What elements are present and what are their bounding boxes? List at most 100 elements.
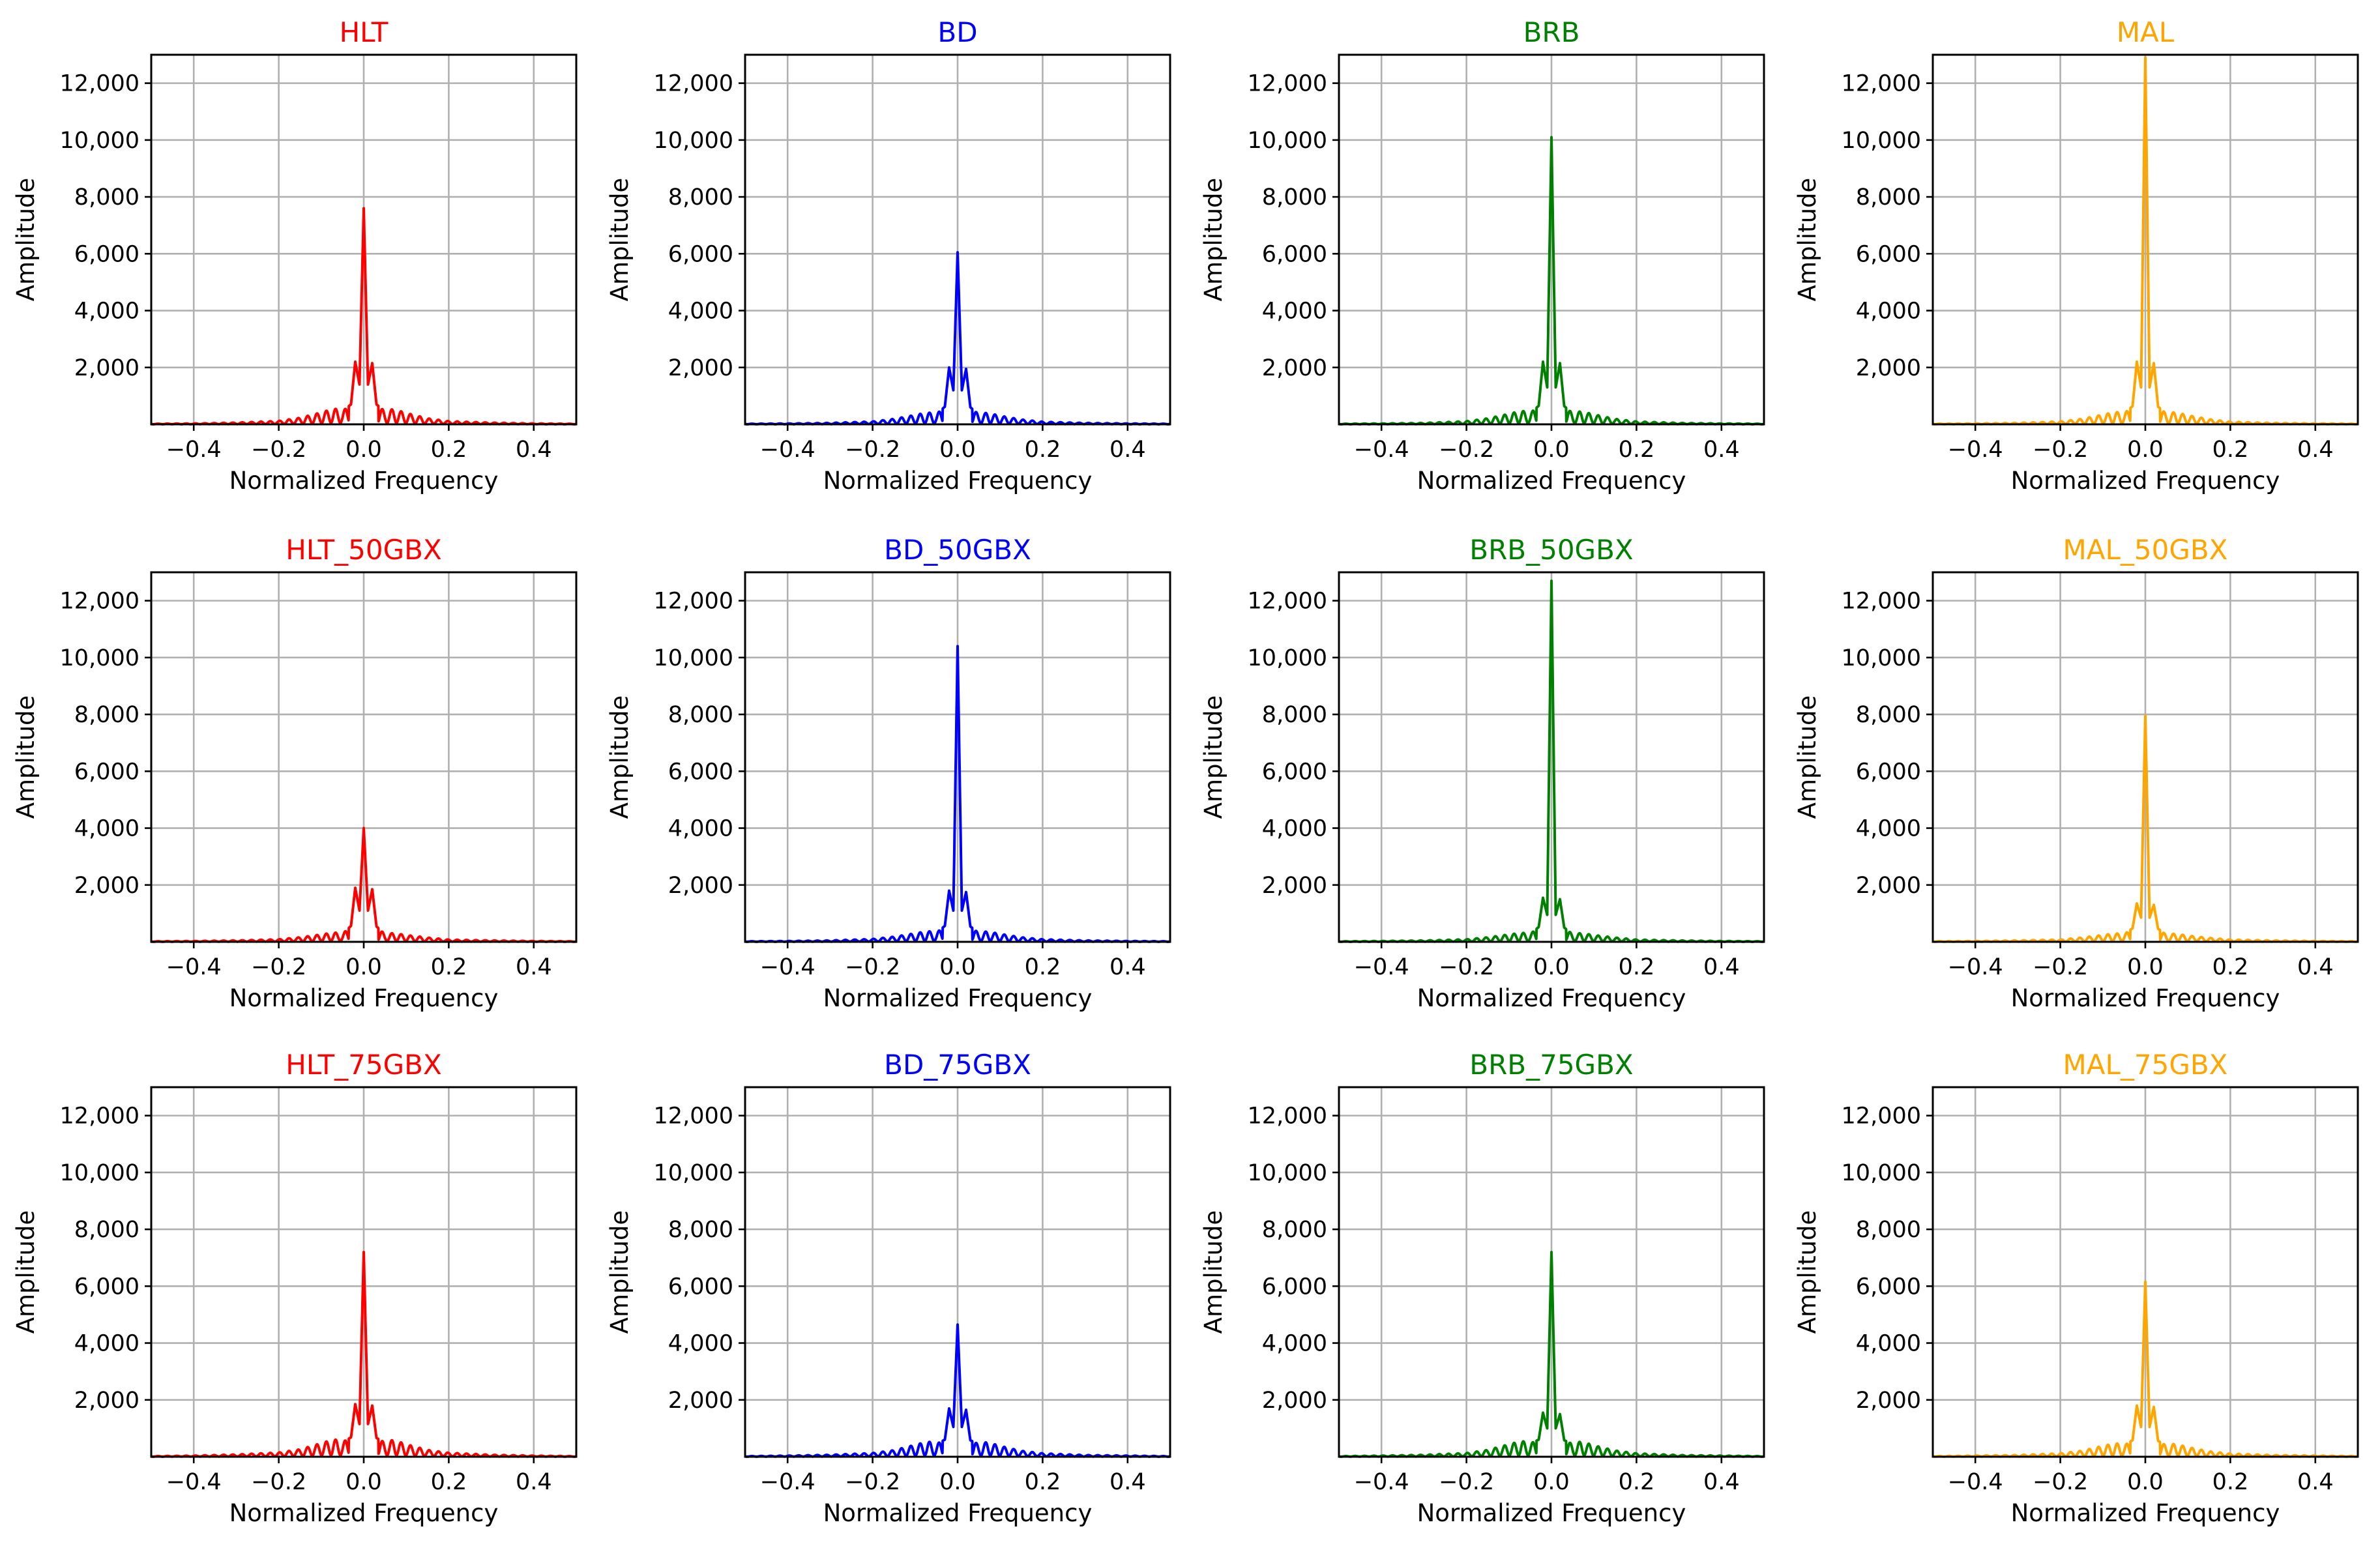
x-tick-label: −0.2 — [251, 954, 306, 980]
y-axis-label: Amplitude — [1199, 1210, 1227, 1334]
x-tick-label: −0.2 — [1439, 437, 1494, 463]
y-tick-label: 10,000 — [1842, 1160, 1921, 1186]
series-line — [744, 251, 1171, 426]
panel-title: MAL_50GBX — [2063, 534, 2228, 566]
x-axis-label: Normalized Frequency — [229, 984, 499, 1012]
x-tick-label: 0.4 — [516, 1469, 552, 1495]
x-axis-label: Normalized Frequency — [229, 1499, 499, 1527]
x-axis-label: Normalized Frequency — [2011, 1499, 2280, 1527]
y-tick-label: 12,000 — [654, 71, 733, 97]
y-tick-label: 10,000 — [654, 645, 733, 671]
y-tick-label: 6,000 — [1856, 759, 1921, 785]
panel-title: MAL — [2117, 16, 2175, 48]
x-tick-label: −0.2 — [251, 437, 306, 463]
x-tick-label: 0.4 — [516, 954, 552, 980]
y-tick-label: 12,000 — [654, 589, 733, 615]
y-tick-label: 10,000 — [1842, 645, 1921, 671]
y-tick-label: 4,000 — [1262, 816, 1327, 842]
y-tick-label: 2,000 — [1262, 355, 1327, 381]
y-tick-label: 2,000 — [668, 873, 733, 899]
y-tick-label: 12,000 — [1248, 589, 1327, 615]
y-tick-label: 6,000 — [668, 759, 733, 785]
y-tick-label: 8,000 — [668, 702, 733, 728]
y-tick-label: 10,000 — [1248, 1160, 1327, 1186]
x-tick-label: 0.4 — [1703, 954, 1740, 980]
x-tick-label: −0.4 — [1354, 437, 1409, 463]
x-axis-label: Normalized Frequency — [823, 467, 1093, 495]
subplot-bd-75gbx: −0.4 −0.2 0.0 0.2 0.4 2,000 4,000 6,000 8,000 10,… — [606, 1049, 1171, 1527]
x-tick-label: 0.0 — [345, 437, 382, 463]
y-tick-label: 12,000 — [1248, 1103, 1327, 1130]
y-tick-label: 8,000 — [668, 1217, 733, 1243]
x-tick-label: −0.4 — [1948, 437, 2003, 463]
panel-title: BRB — [1523, 16, 1580, 48]
y-tick-label: 10,000 — [1842, 128, 1921, 154]
x-tick-label: 0.0 — [1533, 954, 1570, 980]
y-tick-label: 2,000 — [1856, 1388, 1921, 1414]
y-tick-label: 2,000 — [74, 873, 140, 899]
x-axis-label: Normalized Frequency — [2011, 984, 2280, 1012]
y-tick-label: 4,000 — [1856, 1331, 1921, 1357]
series-line — [150, 826, 578, 943]
y-tick-label: 10,000 — [654, 128, 733, 154]
series-line — [150, 207, 578, 426]
y-tick-label: 10,000 — [654, 1160, 733, 1186]
x-tick-label: 0.4 — [1109, 437, 1146, 463]
y-tick-label: 4,000 — [668, 299, 733, 325]
y-tick-label: 2,000 — [1262, 1388, 1327, 1414]
y-tick-label: 2,000 — [74, 355, 140, 381]
series-line — [1338, 579, 1765, 943]
y-tick-label: 8,000 — [668, 184, 733, 211]
y-axis-label: Amplitude — [12, 1210, 40, 1334]
y-tick-label: 6,000 — [74, 241, 140, 267]
series-line — [1338, 136, 1765, 426]
panel-title: BRB_75GBX — [1469, 1049, 1633, 1081]
y-axis-label: Amplitude — [606, 1210, 634, 1334]
subplot-mal-50gbx: −0.4 −0.2 0.0 0.2 0.4 2,000 4,000 6,000 8,000 10,… — [1793, 534, 2359, 1012]
y-tick-label: 4,000 — [74, 1331, 140, 1357]
y-tick-label: 8,000 — [74, 702, 140, 728]
subplot-hlt: −0.4 −0.2 0.0 0.2 0.4 2,000 4,000 6,000 8,000 10,… — [12, 16, 578, 495]
y-tick-label: 12,000 — [60, 71, 140, 97]
x-tick-label: −0.4 — [166, 954, 222, 980]
y-axis-label: Amplitude — [1199, 178, 1227, 302]
x-tick-label: −0.4 — [760, 1469, 815, 1495]
panel-title: HLT_50GBX — [286, 534, 441, 566]
y-tick-label: 8,000 — [1262, 184, 1327, 211]
y-tick-label: 8,000 — [74, 1217, 140, 1243]
x-tick-label: 0.0 — [1533, 1469, 1570, 1495]
y-tick-label: 10,000 — [1248, 645, 1327, 671]
y-tick-label: 8,000 — [1856, 184, 1921, 211]
subplot-mal-75gbx: −0.4 −0.2 0.0 0.2 0.4 2,000 4,000 6,000 8,000 10,… — [1793, 1049, 2359, 1527]
x-tick-label: 0.2 — [431, 437, 467, 463]
subplot-mal: −0.4 −0.2 0.0 0.2 0.4 2,000 4,000 6,000 8,000 10,… — [1793, 16, 2359, 495]
subplot-hlt-75gbx: −0.4 −0.2 0.0 0.2 0.4 2,000 4,000 6,000 8,000 10,… — [12, 1049, 578, 1527]
x-tick-label: 0.4 — [2297, 437, 2334, 463]
y-axis-label: Amplitude — [1793, 695, 1821, 819]
series-line — [1932, 1280, 2359, 1458]
x-tick-label: 0.4 — [2297, 1469, 2334, 1495]
subplot-hlt-50gbx: −0.4 −0.2 0.0 0.2 0.4 2,000 4,000 6,000 8,000 10,… — [12, 534, 578, 1012]
y-tick-label: 6,000 — [74, 759, 140, 785]
series-line — [1932, 714, 2359, 943]
y-tick-label: 10,000 — [60, 645, 140, 671]
x-tick-label: 0.2 — [2212, 954, 2249, 980]
series-line — [744, 645, 1171, 943]
y-tick-label: 4,000 — [1262, 1331, 1327, 1357]
panel-title: BRB_50GBX — [1469, 534, 1633, 566]
x-tick-label: −0.2 — [1439, 1469, 1494, 1495]
x-tick-label: 0.0 — [939, 437, 976, 463]
x-tick-label: −0.4 — [760, 954, 815, 980]
x-tick-label: 0.0 — [345, 1469, 382, 1495]
subplot-brb-50gbx: −0.4 −0.2 0.0 0.2 0.4 2,000 4,000 6,000 8,000 10,… — [1199, 534, 1765, 1012]
x-tick-label: −0.2 — [845, 437, 900, 463]
x-axis-label: Normalized Frequency — [1417, 984, 1686, 1012]
x-tick-label: −0.4 — [1948, 954, 2003, 980]
y-tick-label: 8,000 — [74, 184, 140, 211]
x-tick-label: 0.4 — [516, 437, 552, 463]
y-tick-label: 12,000 — [60, 1103, 140, 1130]
y-tick-label: 4,000 — [1856, 816, 1921, 842]
y-tick-label: 4,000 — [668, 1331, 733, 1357]
y-axis-label: Amplitude — [12, 695, 40, 819]
